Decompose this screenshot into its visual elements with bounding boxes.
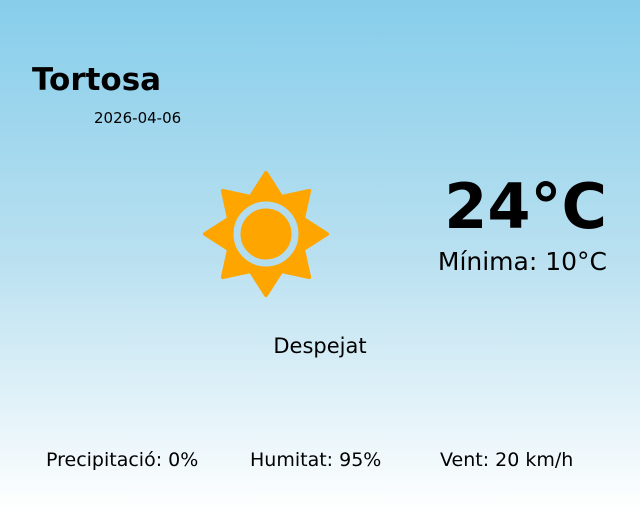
current-temperature: 24°C [444,170,607,243]
sun-icon [203,171,329,297]
humidity: Humitat: 95% [250,449,382,471]
minimum-temperature: Mínima: 10°C [437,247,607,276]
precipitation: Precipitació: 0% [46,449,199,471]
wind: Vent: 20 km/h [440,449,574,471]
city-name: Tortosa [32,62,162,98]
date: 2026-04-06 [94,109,182,127]
weather-condition: Despejat [273,334,367,358]
